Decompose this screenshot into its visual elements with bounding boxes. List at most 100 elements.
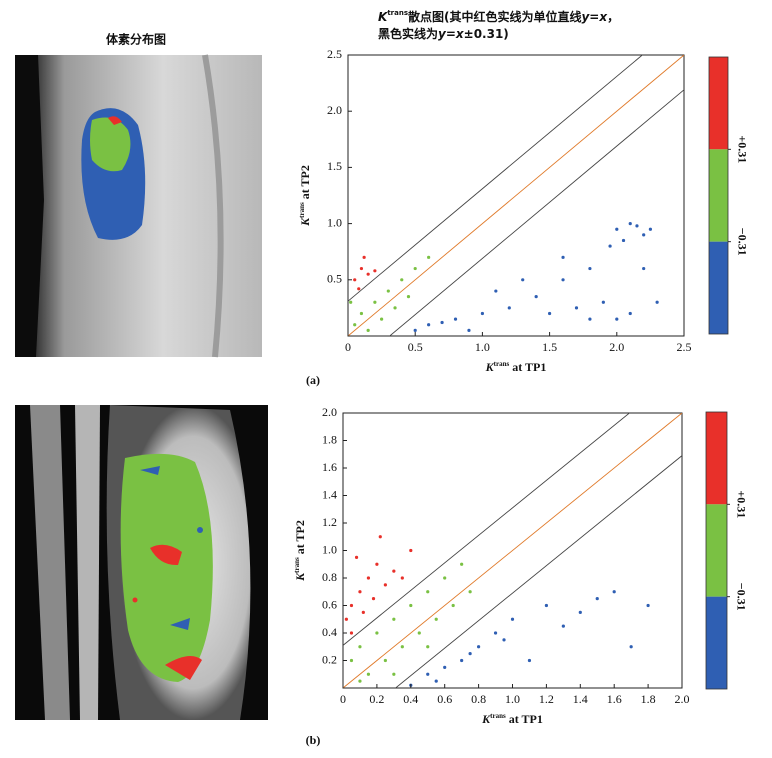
colorbar-segment [709, 57, 728, 150]
scatter-point [349, 658, 354, 663]
text-part: y=x [438, 27, 465, 41]
scatter-point [642, 266, 646, 271]
text-part: K [481, 712, 491, 726]
x-axis-label: Ktrans at TP1 [481, 712, 543, 726]
text-part: at TP2 [298, 165, 312, 202]
scatter-point [354, 555, 359, 559]
text-part: trans [494, 360, 510, 368]
text-part: 散点图(其中红色实线为单位直线 [408, 9, 582, 24]
scatter-point [393, 306, 397, 310]
reference-line [348, 55, 684, 336]
scatter-point [527, 658, 532, 663]
title-line: Ktrans散点图(其中红色实线为单位直线y=x， [378, 9, 619, 24]
text-part: at TP1 [506, 712, 543, 726]
scatter-point [359, 311, 364, 316]
scatter-point [406, 295, 411, 299]
scatter-point [375, 631, 379, 635]
scatter-point [366, 272, 370, 276]
x-tick-label: 1.0 [505, 692, 520, 706]
scatter-point [642, 233, 646, 237]
colorbar-label: +0.31 [734, 490, 748, 518]
reference-line [343, 413, 631, 646]
scatter-point [608, 244, 612, 248]
reference-line [394, 455, 682, 688]
scatter-point [628, 222, 632, 226]
scatter-point [353, 278, 357, 282]
scatter-point [561, 278, 565, 282]
x-tick-label: 0 [345, 340, 351, 354]
colorbar-segment [709, 149, 728, 242]
scatter-point [588, 317, 592, 321]
mri-image-a [15, 54, 262, 358]
scatter-point [655, 300, 659, 304]
scatter-point [358, 679, 362, 683]
text-part: K [378, 10, 389, 24]
scatter-point [460, 658, 464, 663]
text-part: ±0.31) [464, 27, 509, 41]
scatter-point [358, 645, 362, 649]
scatter-point [366, 576, 371, 580]
text-part: y=x [581, 10, 608, 24]
text-part: ， [607, 10, 619, 24]
reference-line [343, 413, 682, 688]
scatter-point [409, 548, 413, 553]
y-tick-label: 0.5 [327, 272, 342, 286]
y-tick-label: 2.5 [327, 47, 342, 61]
scatter-point [378, 535, 382, 539]
reference-line [348, 55, 644, 302]
scatter-point [409, 603, 413, 608]
x-tick-label: 1.5 [542, 340, 557, 354]
scatter-point [460, 562, 464, 566]
scatter-point [493, 631, 498, 635]
scatter-point [366, 672, 371, 676]
scatter-point [434, 617, 438, 621]
scatter-point [359, 266, 364, 271]
scatter-point [544, 603, 549, 608]
y-tick-label: 0.2 [322, 652, 337, 666]
colorbar-frame [705, 411, 728, 690]
text-part: trans [387, 9, 408, 17]
scatter-point [392, 617, 396, 621]
scatter-point [426, 645, 430, 649]
y-tick-label: 1.0 [327, 215, 342, 229]
y-axis-label: Ktrans at TP2 [293, 520, 307, 582]
text-part: K [293, 572, 307, 582]
y-tick-label: 1.2 [322, 515, 337, 529]
scatter-point [588, 266, 592, 271]
scatter-point [375, 562, 379, 566]
scatter-point [362, 255, 366, 259]
scatter-point [371, 597, 376, 601]
scatter-point [494, 289, 498, 293]
scatter-point [426, 590, 430, 594]
text-part: trans [293, 557, 301, 573]
scatter-point [574, 306, 579, 310]
y-tick-label: 1.6 [322, 460, 337, 474]
x-tick-label: 1.0 [475, 340, 490, 354]
scatter-point [477, 645, 481, 649]
x-tick-label: 1.4 [573, 692, 588, 706]
scatter-point [468, 652, 472, 656]
scatter-point [612, 590, 616, 594]
scatter-point [417, 631, 421, 635]
scatter-point [480, 311, 484, 316]
title-line: 黑色实线为y=x±0.31) [378, 26, 509, 41]
scatter-point [467, 328, 471, 332]
x-tick-label: 1.8 [641, 692, 656, 706]
scatter-point [629, 645, 633, 649]
scatter-point [615, 317, 619, 321]
x-tick-label: 1.6 [607, 692, 622, 706]
left-title: 体素分布图 [106, 32, 166, 47]
scatter-point [366, 328, 370, 332]
scatter-point [648, 227, 653, 231]
scatter-title: Ktrans散点图(其中红色实线为单位直线y=x，黑色实线为y=x±0.31) [378, 9, 619, 41]
scatter-point [383, 658, 387, 663]
scatter-point [621, 238, 626, 243]
scatter-point [561, 624, 565, 628]
scatter-point [349, 300, 353, 304]
scatter-point [451, 603, 455, 608]
scatter-point [615, 227, 619, 231]
colorbar-segment [706, 596, 727, 689]
x-tick-label: 0.2 [369, 692, 384, 706]
colorbar-frame [708, 56, 729, 335]
text-part: 黑色实线为 [378, 26, 438, 41]
